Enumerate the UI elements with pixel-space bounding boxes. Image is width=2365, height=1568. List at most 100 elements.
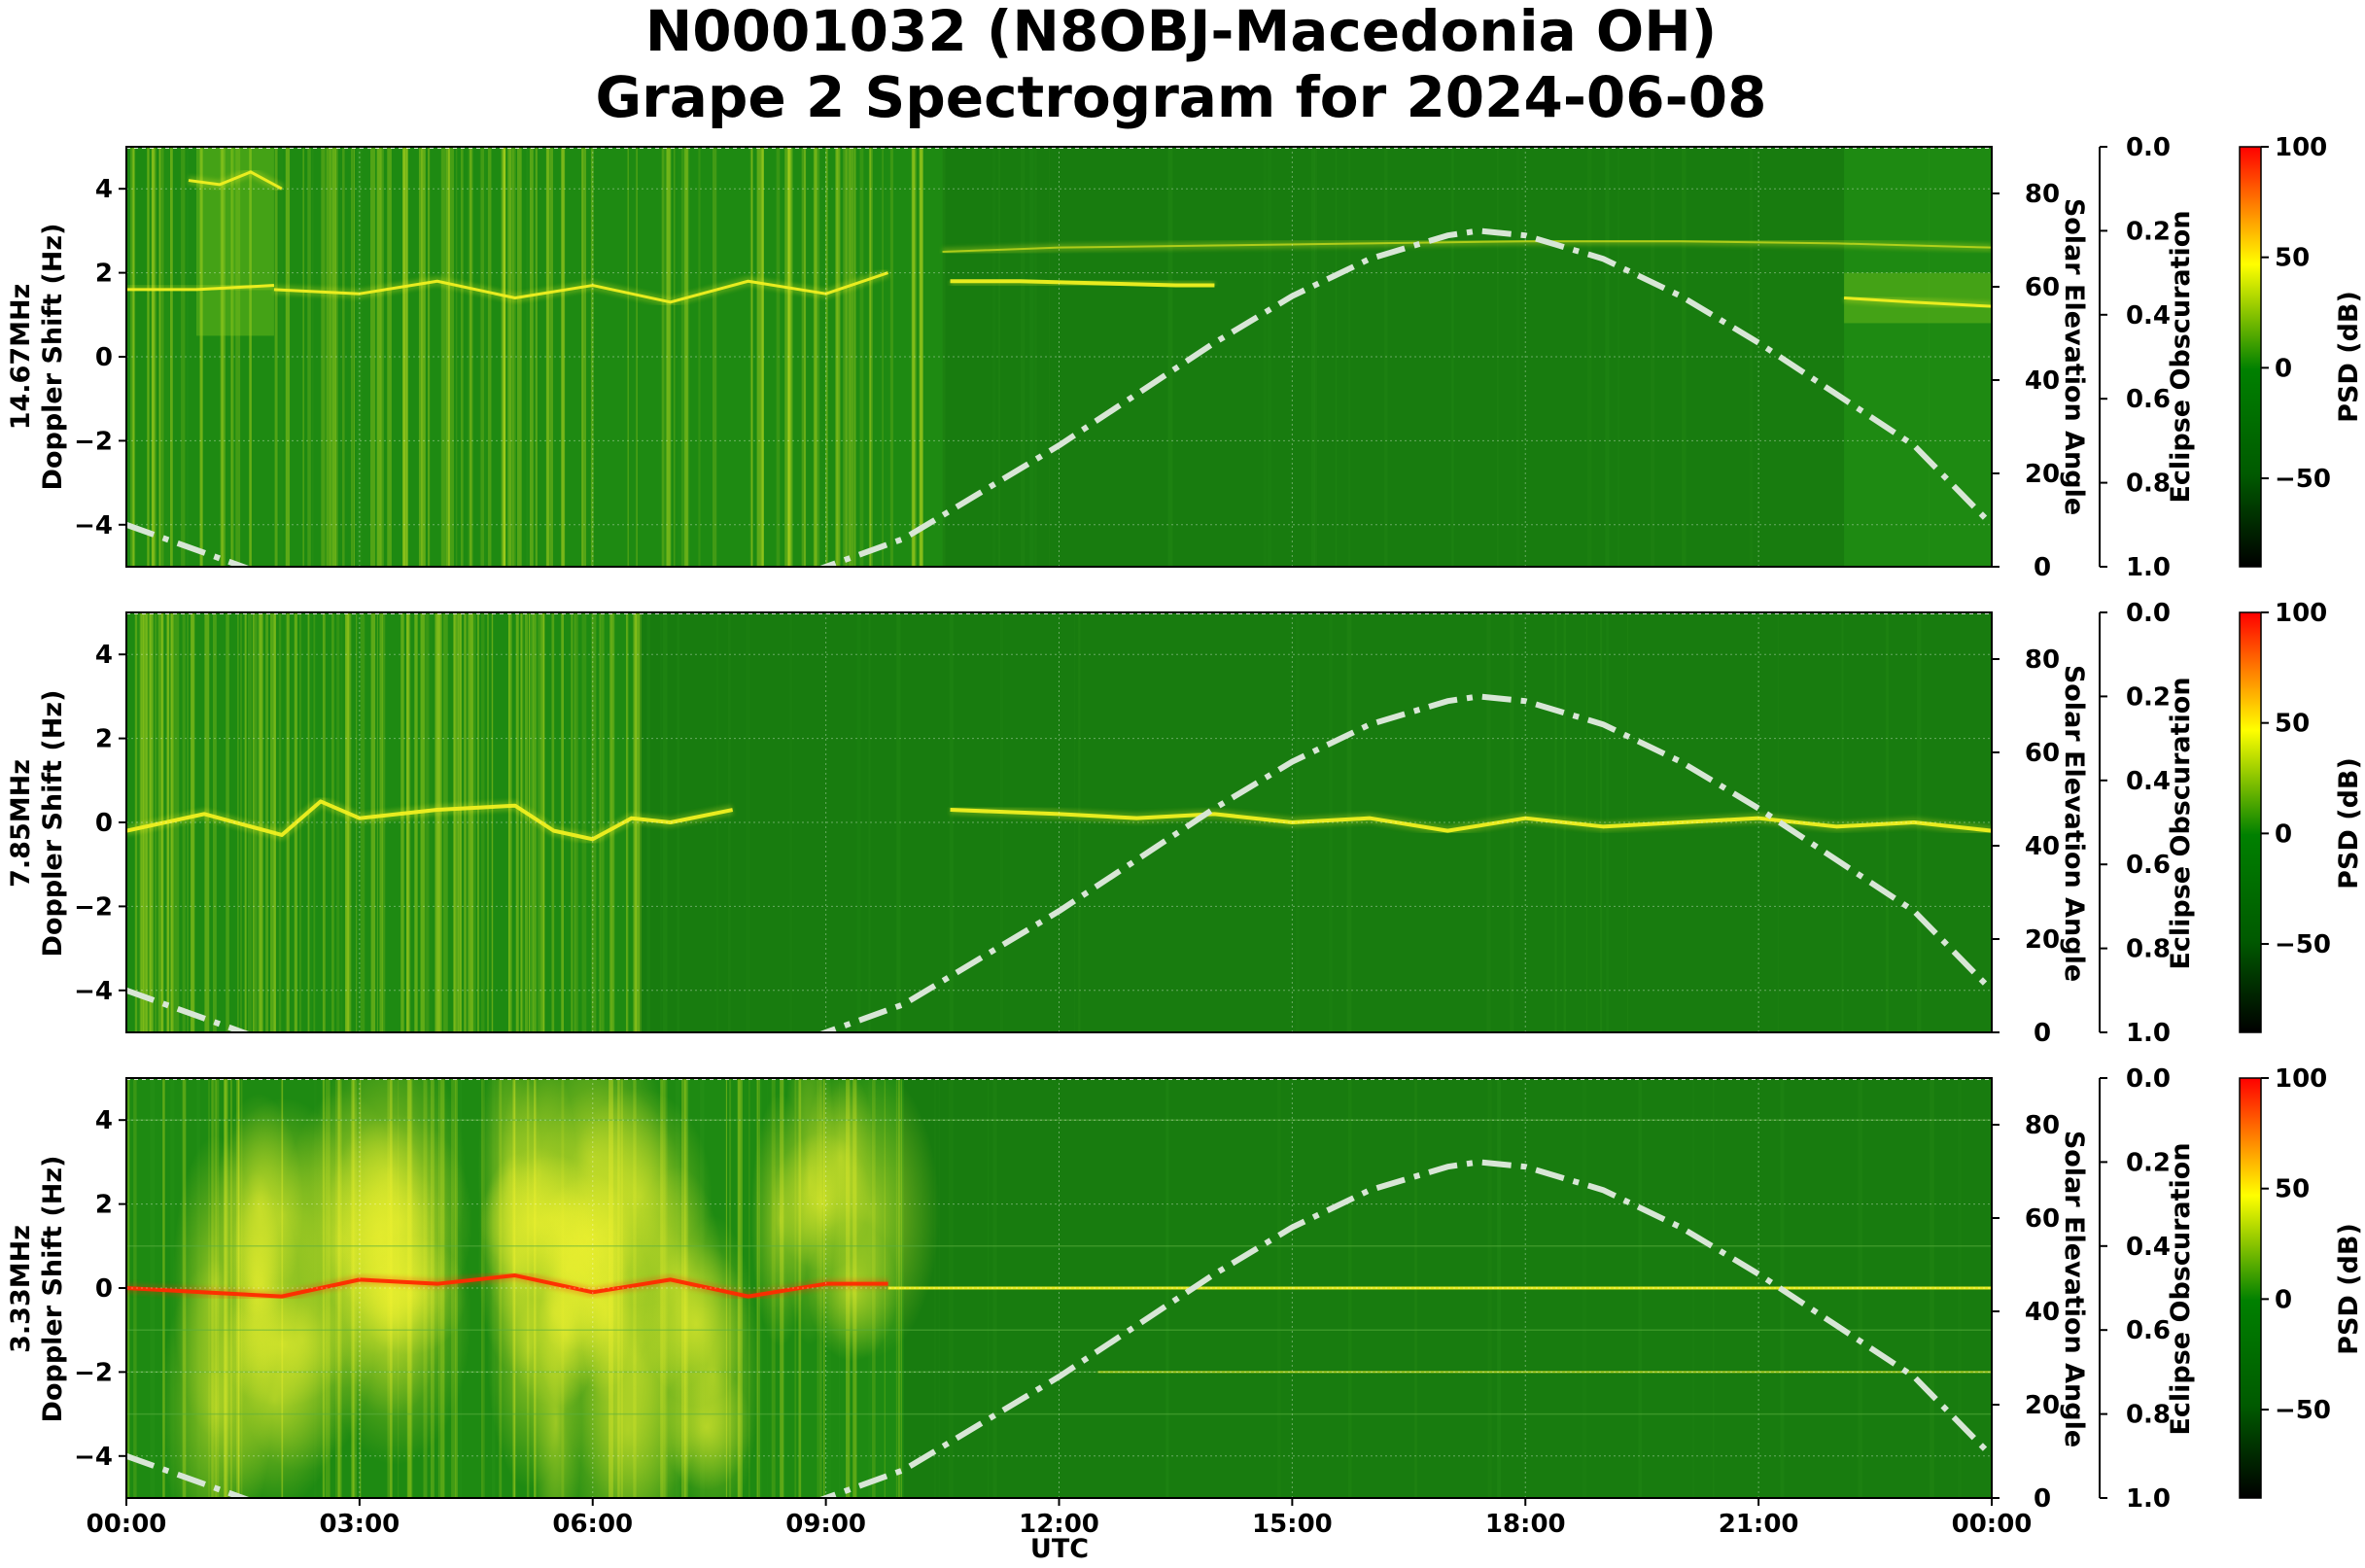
noise-streak bbox=[788, 147, 791, 567]
elevation-tick-label: 40 bbox=[2025, 366, 2060, 396]
noise-streak bbox=[152, 147, 157, 567]
noise-streak bbox=[515, 612, 519, 1032]
noise-streak bbox=[458, 612, 463, 1032]
panel-2-eclipse-axis-label: Eclipse Obscuration bbox=[2166, 677, 2196, 969]
noise-streak bbox=[481, 612, 485, 1032]
panel-3-y-axis-label: Doppler Shift (Hz) bbox=[38, 1156, 68, 1423]
psd-colorbar bbox=[2239, 1077, 2262, 1499]
psd-tick-label: 0 bbox=[2275, 354, 2292, 383]
elevation-tick-label: 80 bbox=[2025, 180, 2060, 209]
noise-streak bbox=[400, 612, 404, 1032]
noise-streak bbox=[265, 612, 269, 1032]
psd-tick-label: −50 bbox=[2275, 1396, 2331, 1425]
noise-streak bbox=[503, 147, 505, 567]
noise-streak bbox=[528, 612, 530, 1032]
noise-streak bbox=[845, 147, 851, 567]
panel-3: 3.33MHz Doppler Shift (Hz) Solar Elevati… bbox=[6, 1064, 2364, 1514]
panel-1-eclipse-axis-label: Eclipse Obscuration bbox=[2166, 210, 2196, 503]
noise-streak bbox=[357, 147, 362, 567]
noise-streak bbox=[590, 147, 594, 567]
eclipse-tick-label: 0.4 bbox=[2126, 767, 2171, 796]
noise-streak bbox=[1516, 147, 1520, 567]
noise-streak bbox=[673, 147, 676, 567]
noise-streak bbox=[435, 612, 440, 1032]
panel-1-background bbox=[126, 147, 1992, 567]
noise-streak bbox=[407, 612, 411, 1032]
noise-streak bbox=[627, 147, 629, 567]
panel-3-plot-area bbox=[126, 1078, 1992, 1498]
elevation-tick-label: 60 bbox=[2025, 1204, 2060, 1234]
noise-streak bbox=[815, 147, 820, 567]
noise-streak bbox=[278, 147, 284, 567]
noise-glow bbox=[206, 1289, 342, 1498]
noise-streak bbox=[1348, 147, 1351, 567]
noise-streak bbox=[270, 612, 272, 1032]
noise-streak bbox=[610, 612, 613, 1032]
elevation-tick-label: 40 bbox=[2025, 832, 2060, 861]
noise-streak bbox=[685, 147, 690, 567]
noise-streak bbox=[535, 147, 538, 567]
noise-streak bbox=[835, 147, 841, 567]
eclipse-tick-label: 0.0 bbox=[2126, 133, 2171, 162]
noise-streak bbox=[941, 147, 946, 567]
noise-streak bbox=[787, 147, 793, 567]
noise-streak bbox=[487, 147, 492, 567]
psd-tick-label: 100 bbox=[2275, 599, 2327, 628]
noise-streak bbox=[438, 612, 442, 1032]
noise-streak bbox=[507, 612, 512, 1032]
noise-streak bbox=[712, 147, 717, 567]
noise-streak bbox=[313, 612, 316, 1032]
noise-streak bbox=[230, 147, 233, 567]
noise-streak bbox=[258, 612, 262, 1032]
y-tick-label: −2 bbox=[74, 892, 113, 922]
noise-streak bbox=[761, 147, 764, 567]
noise-streak bbox=[1314, 147, 1318, 567]
noise-glow bbox=[800, 1078, 940, 1359]
noise-streak bbox=[376, 147, 382, 567]
x-tick-label: 09:00 bbox=[785, 1510, 866, 1539]
noise-streak bbox=[480, 147, 485, 567]
noise-streak bbox=[520, 612, 524, 1032]
x-tick-label: 21:00 bbox=[1719, 1510, 1799, 1539]
eclipse-tick-label: 1.0 bbox=[2126, 1484, 2171, 1514]
y-tick-label: 4 bbox=[95, 641, 113, 670]
noise-streak bbox=[501, 147, 505, 567]
psd-tick-label: 0 bbox=[2275, 1285, 2292, 1314]
noise-streak bbox=[132, 147, 136, 567]
noise-streak bbox=[698, 147, 701, 567]
elevation-tick-label: 0 bbox=[2034, 1484, 2051, 1514]
eclipse-tick-label: 0.2 bbox=[2126, 217, 2171, 246]
psd-tick-label: 50 bbox=[2275, 710, 2310, 739]
noise-streak bbox=[274, 147, 278, 567]
noise-streak bbox=[190, 612, 194, 1032]
noise-streak bbox=[751, 147, 753, 567]
noise-streak bbox=[302, 147, 304, 567]
x-tick-label: 00:00 bbox=[87, 1510, 167, 1539]
noise-streak bbox=[130, 147, 132, 567]
noise-streak bbox=[508, 612, 510, 1032]
noise-streak bbox=[336, 147, 339, 567]
noise-streak bbox=[520, 612, 522, 1032]
noise-streak bbox=[991, 147, 996, 567]
elevation-tick-label: 40 bbox=[2025, 1298, 2060, 1327]
elevation-tick-label: 60 bbox=[2025, 273, 2060, 302]
panel-1-plot-area bbox=[126, 147, 1992, 567]
panel-3-elevation-axis-label: Solar Elevation Angle bbox=[2059, 1131, 2089, 1447]
noise-streak bbox=[474, 612, 476, 1032]
noise-streak bbox=[487, 612, 489, 1032]
noise-streak bbox=[307, 612, 310, 1032]
y-tick-label: 0 bbox=[95, 809, 113, 838]
noise-streak bbox=[438, 612, 443, 1032]
eclipse-tick-label: 0.8 bbox=[2126, 1401, 2171, 1430]
noise-streak bbox=[859, 147, 864, 567]
noise-streak bbox=[425, 612, 429, 1032]
noise-streak bbox=[379, 612, 384, 1032]
noise-streak bbox=[661, 147, 665, 567]
psd-tick-label: 100 bbox=[2275, 133, 2327, 162]
noise-streak bbox=[342, 147, 345, 567]
noise-streak bbox=[147, 147, 150, 567]
noise-streak bbox=[140, 612, 145, 1032]
noise-streak bbox=[912, 147, 917, 567]
y-tick-label: −2 bbox=[74, 427, 113, 456]
